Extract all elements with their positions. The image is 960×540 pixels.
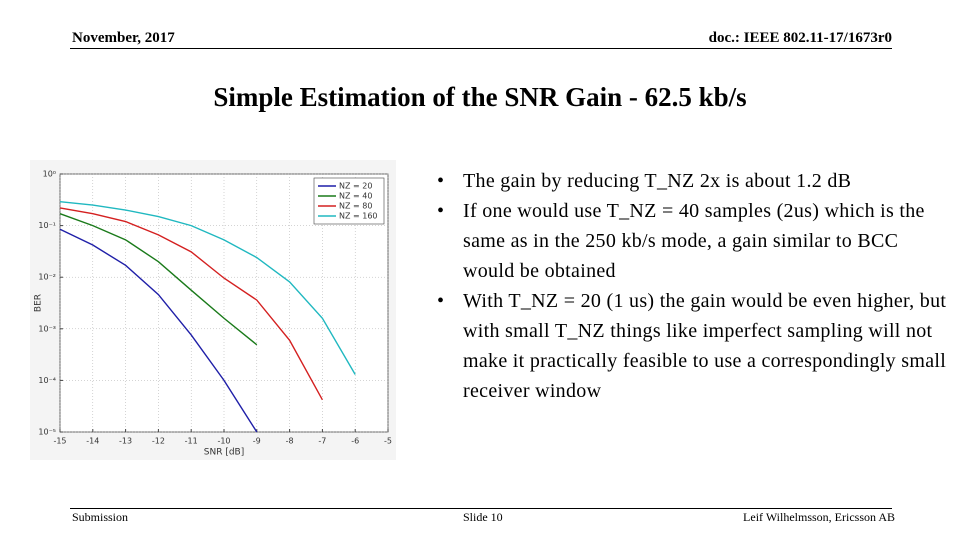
x-tick-label: -10 [217,437,230,446]
y-tick-label: 10⁰ [43,170,56,179]
y-tick-label: 10⁻⁴ [38,376,56,385]
y-axis-label: BER [34,294,44,312]
chart: -15 -14 -13 -12 -11 -10 -9 -8 -7 -6 -5 10⁻⁵ 10⁻⁴ 10⁻³… [30,160,396,460]
footer-right: Leif Wilhelmsson, Ericsson AB [743,510,895,524]
x-tick-label: -12 [152,437,165,446]
y-tick-label: 10⁻² [38,273,56,282]
legend-label: NZ = 160 [339,212,378,221]
x-tick-label: -11 [185,437,198,446]
x-tick-label: -15 [53,437,66,446]
y-tick-label: 10⁻⁵ [38,428,56,437]
x-tick-label: -5 [384,437,392,446]
legend-label: NZ = 80 [339,202,372,211]
legend-label: NZ = 40 [339,192,372,201]
footer-left: Submission [72,510,129,524]
footer-center: Slide 10 [463,510,503,524]
slide-title: Simple Estimation of the SNR Gain - 62.5… [213,82,747,112]
y-tick-label: 10⁻¹ [38,221,56,230]
x-tick-label: -6 [351,437,359,446]
header-date: November, 2017 [72,30,175,46]
footer-rule [70,508,892,509]
header-doc: doc.: IEEE 802.11-17/1673r0 [708,30,892,46]
x-axis-label: SNR [dB] [204,448,244,458]
series-line [59,207,324,401]
bullet: With T_NZ = 20 (1 us) the gain would be … [437,286,953,406]
bullet-list: The gain by reducing T_NZ 2x is about 1.… [432,166,953,406]
x-tick-label: -8 [286,437,294,446]
series-line [59,213,258,346]
legend-label: NZ = 20 [339,182,372,191]
bullet: If one would use T_NZ = 40 samples (2us)… [437,196,953,286]
series-line [59,228,258,433]
bullet: The gain by reducing T_NZ 2x is about 1.… [437,166,953,196]
series-line [59,201,356,375]
x-tick-label: -9 [253,437,261,446]
header-rule [70,48,892,49]
x-tick-label: -7 [318,437,326,446]
y-tick-label: 10⁻³ [38,324,56,333]
x-tick-label: -14 [86,437,99,446]
x-tick-label: -13 [119,437,132,446]
